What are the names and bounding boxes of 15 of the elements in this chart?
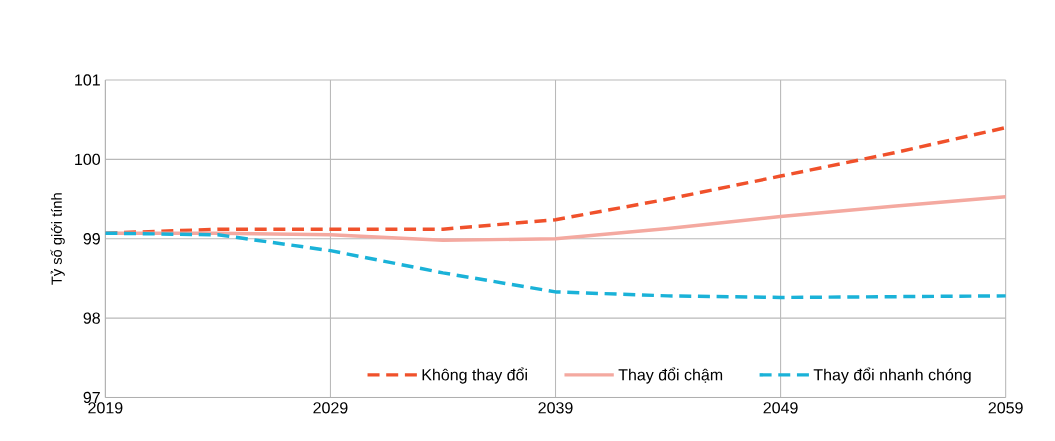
x-tick-label: 2029: [313, 401, 348, 414]
x-tick-label: 2039: [538, 401, 573, 414]
y-tick-label: 98: [83, 312, 100, 324]
y-tick-label: 101: [75, 74, 100, 86]
x-tick-label: 2049: [763, 401, 798, 414]
x-tick-label: 2059: [988, 401, 1023, 414]
y-axis-title: Tỷ số giới tính: [50, 193, 65, 285]
y-tick-label: 99: [83, 232, 100, 245]
x-tick-label: 2019: [88, 401, 123, 414]
y-tick-label: 97: [83, 391, 100, 403]
legend-label: Thay đổi nhanh chóng: [813, 367, 971, 384]
line-series: [103, 231, 1008, 299]
legend-label: Không thay đổi: [422, 367, 527, 384]
y-tick-label: 100: [75, 153, 101, 165]
legend-label: Thay đổi chậm: [618, 367, 723, 384]
